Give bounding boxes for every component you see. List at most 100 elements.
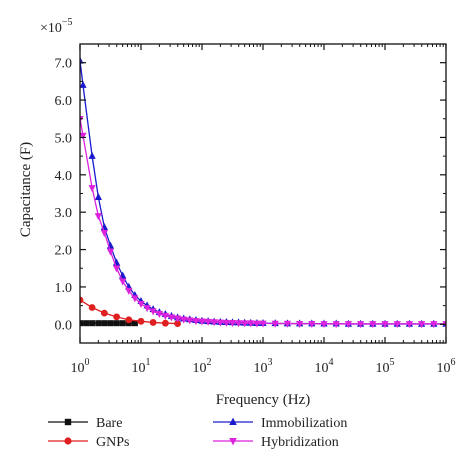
- legend-marker: [64, 418, 72, 426]
- point-hybridization: [210, 319, 218, 327]
- point-hybridization: [320, 321, 328, 329]
- point-hybridization: [198, 318, 206, 326]
- point-bare: [101, 320, 108, 327]
- legend-label: Immobilization: [261, 416, 347, 431]
- point-hybridization: [119, 278, 127, 286]
- x-tick-label: 104: [315, 357, 334, 376]
- point-bare: [83, 320, 90, 327]
- point-hybridization: [180, 316, 188, 324]
- point-gnps: [137, 317, 145, 325]
- y-multiplier-label: ×10−5: [40, 17, 73, 36]
- point-hybridization: [405, 321, 414, 329]
- point-hybridization: [94, 213, 102, 221]
- y-tick-label: 5.0: [55, 131, 73, 146]
- legend-entry-gnps: GNPs: [48, 435, 129, 450]
- y-tick-label: 7.0: [55, 57, 73, 72]
- point-hybridization: [393, 321, 401, 329]
- y-axis-label: Capacitance (F): [18, 142, 34, 237]
- point-hybridization: [80, 132, 87, 140]
- point-hybridization: [357, 321, 365, 329]
- point-hybridization: [222, 319, 230, 327]
- point-gnps: [174, 320, 181, 327]
- point-immobilization: [80, 80, 87, 88]
- point-hybridization: [295, 320, 304, 328]
- x-tick-label: 100: [71, 357, 90, 376]
- point-hybridization: [80, 115, 84, 123]
- legend-entry-hybridization: Hybridization: [213, 435, 339, 450]
- point-immobilization: [88, 151, 96, 159]
- point-hybridization: [308, 320, 316, 328]
- point-hybridization: [418, 321, 426, 329]
- point-hybridization: [216, 319, 224, 327]
- point-bare: [113, 320, 120, 327]
- point-hybridization: [253, 320, 261, 328]
- legend-entry-bare: Bare: [48, 416, 122, 431]
- legend-entry-immobilization: Immobilization: [213, 416, 347, 431]
- point-hybridization: [234, 320, 243, 328]
- point-hybridization: [204, 318, 212, 326]
- legend-label: Bare: [96, 416, 122, 431]
- point-hybridization: [369, 321, 377, 329]
- plot-area: [80, 56, 446, 329]
- legend-label: Hybridization: [261, 435, 339, 450]
- point-bare: [119, 320, 126, 327]
- point-hybridization: [271, 320, 279, 328]
- x-tick-label: 101: [132, 357, 151, 376]
- point-hybridization: [186, 317, 194, 325]
- point-hybridization: [149, 308, 157, 316]
- point-bare: [89, 320, 96, 327]
- point-gnps: [161, 319, 169, 327]
- point-bare: [107, 320, 114, 327]
- series-line-hybridization: [80, 118, 446, 325]
- point-hybridization: [106, 248, 115, 256]
- point-hybridization: [241, 320, 249, 328]
- y-tick-label: 0.0: [55, 318, 73, 333]
- axes: 0.0 1.0 2.0 3.0 4.0 5.0 6.0 7.0 100 101 102 103 104 1…: [18, 17, 456, 408]
- point-gnps: [80, 296, 84, 304]
- y-tick-label: 4.0: [55, 169, 73, 184]
- point-hybridization: [100, 229, 108, 237]
- point-hybridization: [228, 320, 237, 328]
- x-axis-label: Frequency (Hz): [216, 392, 311, 408]
- x-tick-label: 105: [376, 357, 395, 376]
- point-hybridization: [125, 287, 133, 295]
- point-bare: [80, 320, 83, 327]
- point-gnps: [100, 309, 108, 317]
- point-hybridization: [167, 314, 176, 322]
- y-tick-label: 1.0: [55, 281, 73, 296]
- point-immobilization: [80, 56, 84, 64]
- point-hybridization: [430, 321, 438, 329]
- legend-marker: [64, 437, 72, 445]
- y-tick-label: 2.0: [55, 244, 73, 259]
- point-hybridization: [344, 321, 353, 329]
- point-hybridization: [112, 265, 121, 273]
- point-hybridization: [161, 312, 169, 320]
- point-hybridization: [381, 321, 389, 329]
- point-bare: [95, 320, 102, 327]
- point-gnps: [125, 316, 133, 324]
- point-hybridization: [192, 318, 200, 326]
- x-tick-label: 106: [437, 357, 456, 376]
- point-hybridization: [131, 295, 139, 303]
- point-hybridization: [173, 315, 182, 323]
- point-hybridization: [155, 311, 163, 319]
- x-tick-label: 102: [193, 357, 212, 376]
- point-immobilization: [94, 193, 102, 201]
- point-gnps: [149, 319, 157, 326]
- legend: Bare GNPs Immobilization Hybridization: [48, 416, 347, 450]
- point-bare: [131, 320, 138, 327]
- point-hybridization: [143, 305, 151, 313]
- data-series-group: [80, 56, 446, 329]
- x-tick-label: 103: [254, 357, 273, 376]
- point-gnps: [113, 313, 120, 321]
- series-line-immobilization: [80, 60, 446, 325]
- point-hybridization: [259, 320, 267, 328]
- point-hybridization: [247, 320, 255, 328]
- y-tick-label: 3.0: [55, 206, 73, 221]
- point-hybridization: [88, 185, 96, 193]
- point-hybridization: [283, 320, 292, 328]
- legend-marker: [229, 417, 237, 425]
- point-hybridization: [137, 300, 145, 308]
